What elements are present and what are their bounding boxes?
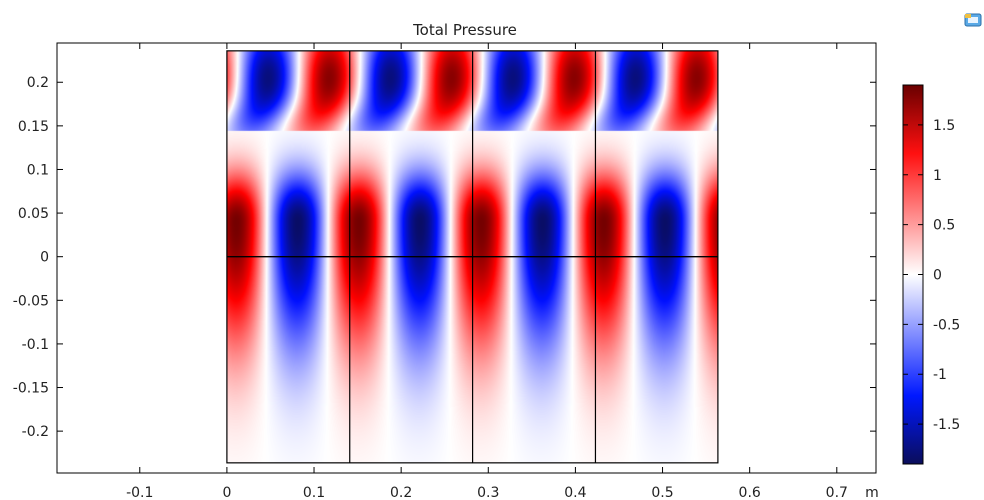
colorbar-tick-label: 0.5 [933,218,955,234]
domain-lines [226,50,719,464]
plot-area: -0.1 0 0.1 0.2 0.3 0.4 0.5 0.6 0.7 0.2 0.15 0.1 0.0… [13,42,879,500]
colorbar-tick-label: -1.5 [933,417,960,433]
y-tick-label: -0.1 [22,337,49,353]
x-tick-label: 0 [222,485,231,500]
y-tick-label: 0.1 [27,162,49,178]
x-tick-label: 0.3 [477,485,499,500]
colorbar-tick-label: -0.5 [933,317,960,333]
y-tick-label: -0.2 [22,424,49,440]
y-tick-label: 0.05 [18,206,49,222]
x-axis: -0.1 0 0.1 0.2 0.3 0.4 0.5 0.6 0.7 [126,43,848,500]
colorbar-tick-label: 1.5 [933,118,955,134]
y-tick-label: -0.15 [13,381,49,397]
x-tick-label: 0.6 [739,485,761,500]
y-tick-label: -0.05 [13,293,49,309]
x-tick-label: 0.2 [390,485,412,500]
y-tick-label: 0 [40,250,49,266]
app-window-icon[interactable] [964,12,982,28]
x-unit-label: m [865,485,879,500]
x-tick-label: 0.7 [826,485,848,500]
colorbar: 1.5 1 0.5 0 -0.5 -1 -1.5 [902,84,960,465]
chart-title: Total Pressure [412,21,517,39]
x-tick-label: 0.1 [303,485,325,500]
colorbar-ticks: 1.5 1 0.5 0 -0.5 -1 -1.5 [903,118,960,433]
colorbar-tick-label: 1 [933,168,942,184]
y-axis: 0.2 0.15 0.1 0.05 0 -0.05 -0.1 -0.15 -0.2 [13,75,876,440]
colorbar-tick-label: 0 [933,268,942,284]
x-tick-label: -0.1 [126,485,153,500]
y-tick-label: 0.2 [27,75,49,91]
y-tick-label: 0.15 [18,119,49,135]
colorbar-tick-label: -1 [933,367,947,383]
x-tick-label: 0.5 [651,485,673,500]
x-tick-label: 0.4 [564,485,586,500]
